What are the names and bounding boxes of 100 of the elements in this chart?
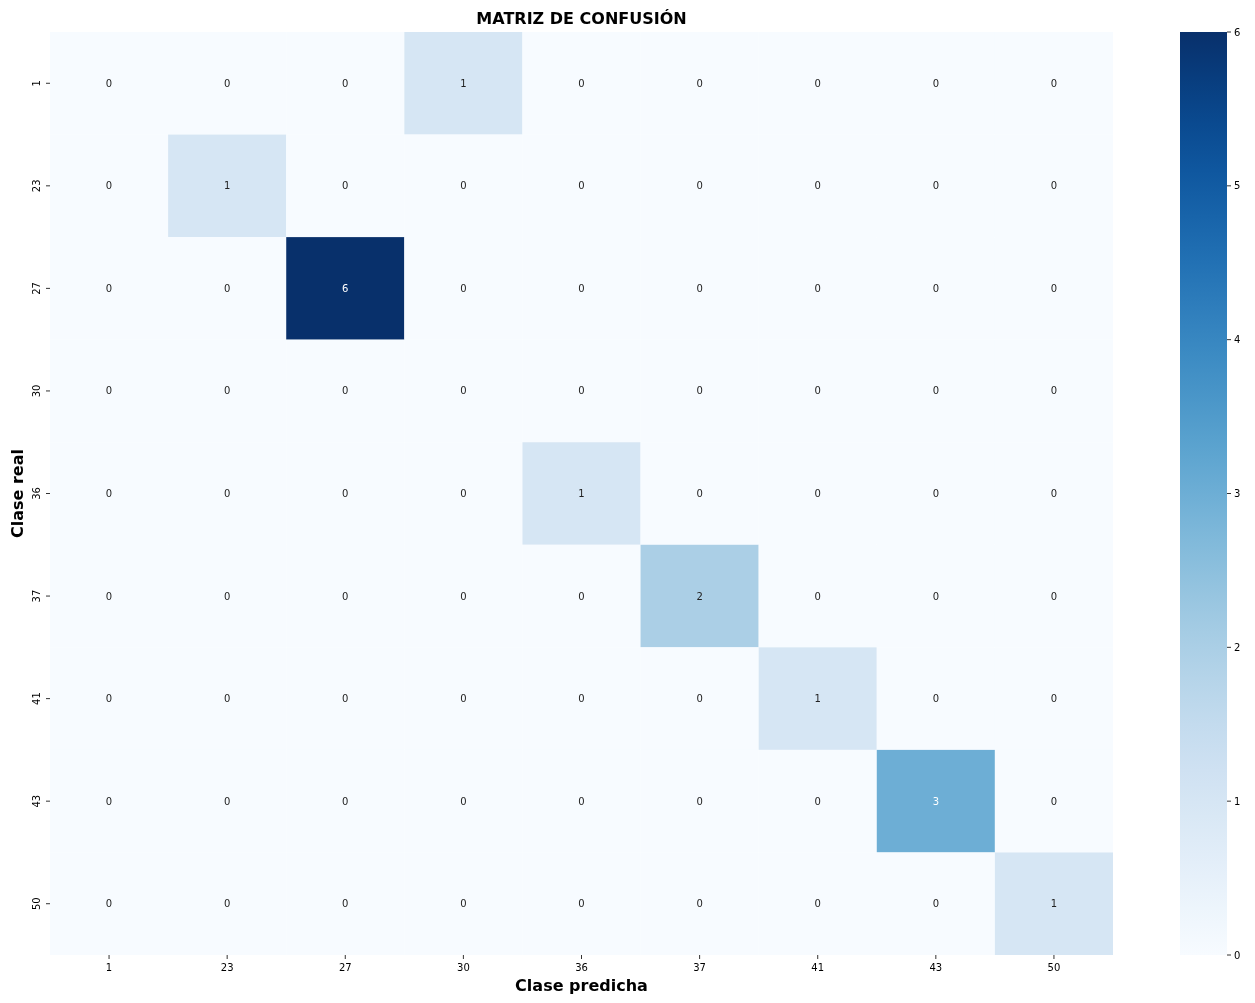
data-label: 0 (1050, 488, 1058, 499)
color-bar-label: 3 (1234, 488, 1241, 499)
data-label: 0 (578, 385, 585, 397)
data-label: 0 (105, 898, 113, 910)
x-axis-title: Clase predicha (515, 976, 648, 995)
data-label: 0 (932, 385, 940, 397)
data-label: 0 (105, 180, 113, 192)
data-label: 0 (105, 385, 113, 397)
y-tick-label: 23 (31, 179, 42, 193)
data-label: 1 (814, 693, 821, 705)
x-tick-label: 27 (338, 962, 352, 973)
x-tick-label: 30 (457, 962, 470, 973)
data-label: 0 (814, 590, 821, 602)
data-label: 0 (105, 795, 113, 807)
y-tick-label: 30 (31, 384, 42, 398)
data-label: 0 (223, 898, 231, 910)
data-label: 1 (1050, 898, 1058, 910)
data-label: 0 (932, 180, 940, 192)
data-label: 2 (696, 590, 703, 602)
data-label: 0 (932, 590, 940, 602)
data-label: 0 (460, 795, 467, 807)
data-label: 0 (460, 898, 467, 910)
y-tick-label: 50 (31, 897, 42, 911)
data-label: 0 (1050, 693, 1058, 705)
data-label: 6 (342, 282, 349, 294)
x-tick-label: 41 (811, 962, 825, 973)
data-label: 0 (814, 488, 821, 499)
data-label: 0 (460, 590, 467, 602)
data-label: 0 (223, 488, 231, 499)
data-label: 0 (578, 898, 585, 910)
data-label: 0 (460, 282, 467, 294)
data-label: 0 (696, 282, 703, 294)
data-label: 0 (460, 385, 467, 397)
color-bar-label: 5 (1234, 180, 1241, 192)
x-tick-label: 50 (1047, 962, 1061, 973)
data-label: 0 (696, 693, 703, 705)
data-label: 0 (814, 795, 821, 807)
color-bar-label: 0 (1234, 949, 1241, 961)
data-label: 0 (342, 385, 349, 397)
data-label: 0 (932, 77, 940, 89)
x-tick-label: 43 (929, 962, 943, 973)
data-label: 0 (342, 590, 349, 602)
x-tick-label: 37 (693, 962, 706, 973)
x-tick-label: 36 (575, 962, 588, 973)
data-label: 0 (814, 898, 821, 910)
data-label: 0 (696, 898, 703, 910)
data-label: 0 (223, 282, 231, 294)
data-label: 0 (105, 693, 113, 705)
data-label: 0 (223, 590, 231, 602)
data-label: 0 (814, 282, 821, 294)
data-label: 0 (1050, 795, 1058, 807)
data-label: 0 (578, 590, 585, 602)
data-label: 0 (1050, 385, 1058, 397)
data-label: 0 (460, 180, 467, 192)
data-label: 0 (342, 795, 349, 807)
y-tick-label: 43 (31, 794, 42, 808)
data-label: 0 (932, 693, 940, 705)
data-label: 0 (696, 180, 703, 192)
data-label: 0 (696, 77, 703, 89)
x-tick-label: 1 (105, 962, 113, 973)
color-bar-label: 4 (1234, 334, 1241, 346)
y-tick-label: 36 (31, 487, 42, 500)
y-axis-title: Clase real (8, 449, 27, 538)
data-label: 0 (578, 77, 585, 89)
data-label: 0 (1050, 282, 1058, 294)
data-label: 0 (105, 282, 113, 294)
color-bar-label: 2 (1234, 641, 1241, 653)
data-label: 0 (342, 898, 349, 910)
data-label: 0 (223, 693, 231, 705)
data-label: 0 (342, 77, 349, 89)
data-label: 0 (342, 693, 349, 705)
data-label: 0 (1050, 180, 1058, 192)
data-label: 0 (460, 693, 467, 705)
data-label: 0 (223, 385, 231, 397)
data-label: 3 (932, 795, 940, 807)
data-label: 0 (223, 77, 231, 89)
data-label: 0 (105, 77, 113, 89)
data-label: 0 (696, 385, 703, 397)
data-label: 0 (223, 795, 231, 807)
data-label: 1 (223, 180, 231, 192)
data-label: 0 (814, 77, 821, 89)
color-bar-label: 6 (1234, 26, 1241, 38)
data-label: 0 (696, 488, 703, 499)
data-label: 0 (578, 795, 585, 807)
data-label: 0 (814, 180, 821, 192)
data-label: 0 (696, 795, 703, 807)
data-label: 1 (578, 488, 585, 499)
data-label: 0 (342, 180, 349, 192)
data-label: 0 (578, 693, 585, 705)
data-label: 0 (814, 385, 821, 397)
chart-title: MATRIZ DE CONFUSIÓN (476, 9, 687, 28)
data-label: 1 (460, 77, 467, 89)
data-label: 0 (342, 488, 349, 499)
data-label: 0 (1050, 590, 1058, 602)
y-tick-label: 27 (31, 282, 42, 295)
data-label: 0 (460, 488, 467, 499)
data-label: 0 (105, 590, 113, 602)
data-label: 0 (932, 898, 940, 910)
y-tick-label: 41 (31, 692, 42, 705)
data-label: 0 (578, 282, 585, 294)
